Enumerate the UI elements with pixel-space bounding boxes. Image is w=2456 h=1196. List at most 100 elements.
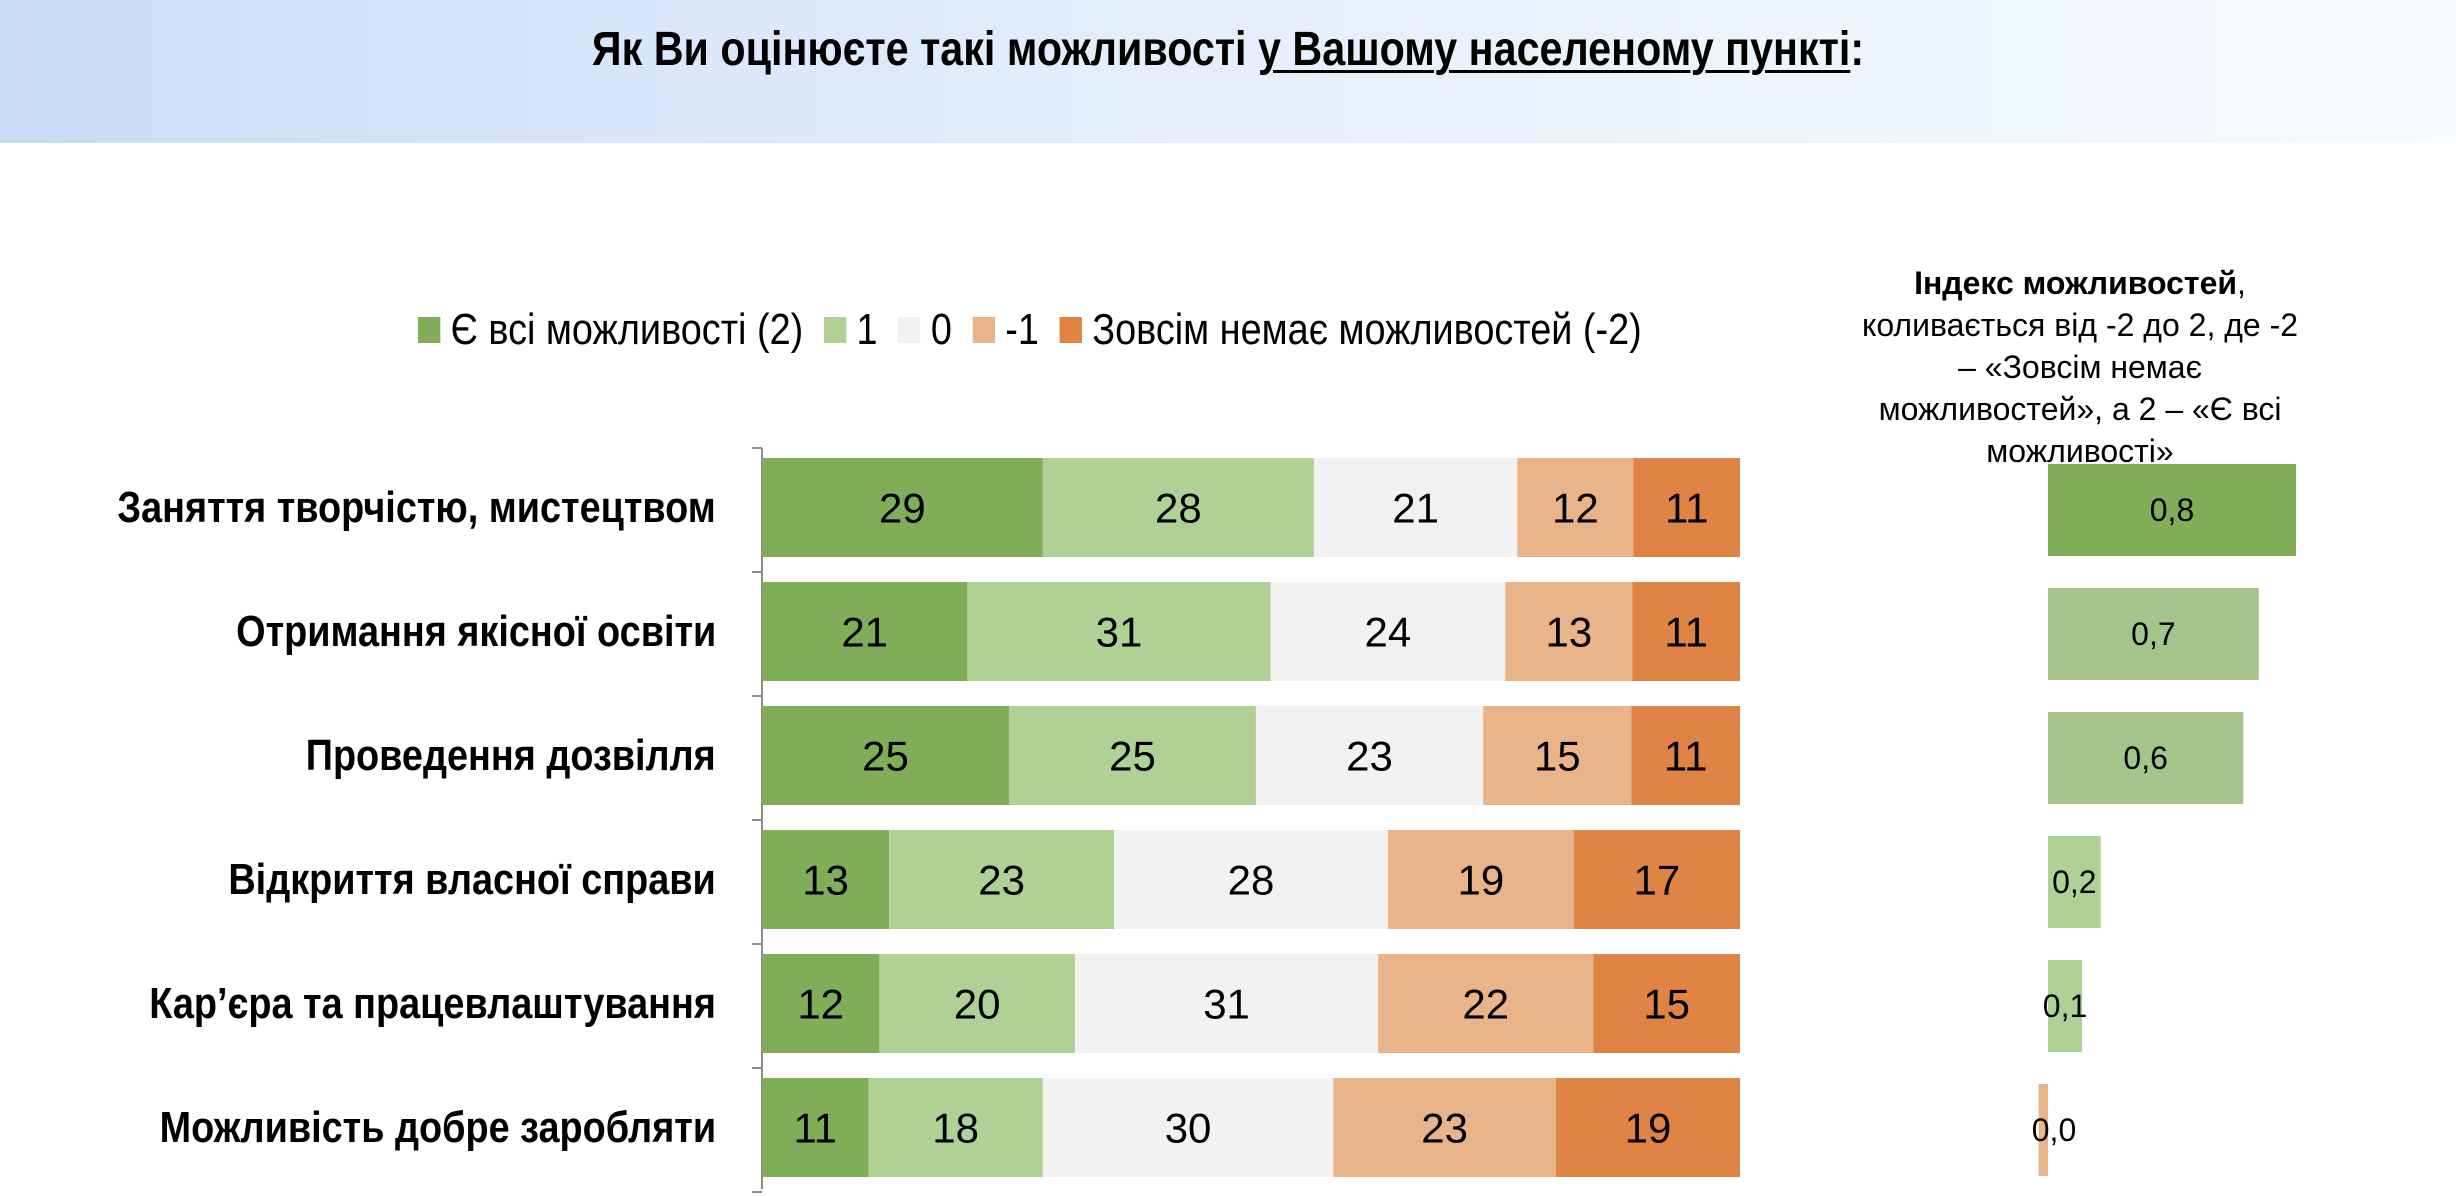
bar-value-label: 20 xyxy=(954,981,1001,1028)
index-title-rest: , коливається від -2 до 2, де -2 – «Зовс… xyxy=(1861,265,2299,469)
legend-item-1: 1 xyxy=(823,305,878,355)
category-label: Отримання якісної освіти xyxy=(235,606,716,656)
bar-segment xyxy=(1483,706,1632,805)
bar-value-label: 23 xyxy=(1421,1105,1468,1152)
bar-segment xyxy=(1517,458,1634,557)
index-value-label: 0,0 xyxy=(2032,1112,2076,1148)
bar-segment xyxy=(879,954,1075,1053)
bar-value-label: 12 xyxy=(1552,485,1599,532)
bar-value-label: 23 xyxy=(978,857,1025,904)
bar-value-label: 24 xyxy=(1365,609,1412,656)
legend-swatch xyxy=(898,317,921,343)
bar-segment xyxy=(1633,458,1740,557)
index-value-label: 0,6 xyxy=(2123,740,2167,776)
bar-segment xyxy=(1378,954,1594,1053)
index-bar xyxy=(2038,1084,2048,1176)
index-value-label: 0,7 xyxy=(2131,616,2175,652)
legend-swatch xyxy=(418,317,441,343)
bar-value-label: 13 xyxy=(802,857,849,904)
bar-value-label: 15 xyxy=(1643,981,1690,1028)
bar-value-label: 31 xyxy=(1096,609,1143,656)
bar-segment xyxy=(1556,1078,1740,1177)
bar-segment xyxy=(762,706,1009,805)
bar-value-label: 29 xyxy=(879,485,926,532)
legend-label: -1 xyxy=(1005,305,1039,354)
bar-segment xyxy=(1505,582,1633,681)
index-title-bold: Індекс можливостей xyxy=(1914,265,2238,301)
bar-segment xyxy=(1313,458,1518,557)
index-bar xyxy=(2048,960,2083,1052)
index-value-label: 0,1 xyxy=(2043,988,2087,1024)
bar-segment xyxy=(1114,830,1388,929)
bar-segment xyxy=(868,1078,1043,1177)
bar-value-label: 11 xyxy=(793,1105,837,1152)
bar-segment xyxy=(762,1078,869,1177)
bar-segment xyxy=(1333,1078,1557,1177)
category-label: Кар’єра та працевлаштування xyxy=(149,978,716,1028)
bar-value-label: 28 xyxy=(1155,485,1202,532)
legend-label: Є всі можливості (2) xyxy=(450,305,804,354)
legend-swatch xyxy=(823,317,847,343)
bar-segment xyxy=(1573,830,1740,929)
legend-item-2: 0 xyxy=(898,305,952,355)
index-bar xyxy=(2048,712,2244,804)
category-label: Можливість добре заробляти xyxy=(159,1102,716,1152)
bar-segment xyxy=(1631,706,1740,805)
bar-value-label: 30 xyxy=(1165,1105,1212,1152)
bar-value-label: 25 xyxy=(862,733,909,780)
header-banner xyxy=(0,0,2456,143)
index-bar xyxy=(2048,588,2259,680)
category-label: Проведення дозвілля xyxy=(306,730,716,780)
bar-value-label: 11 xyxy=(1665,485,1709,532)
bar-segment xyxy=(762,830,890,929)
bar-segment xyxy=(1074,954,1379,1053)
bar-value-label: 13 xyxy=(1545,609,1592,656)
bar-value-label: 23 xyxy=(1346,733,1393,780)
index-bar xyxy=(2048,464,2296,556)
bar-value-label: 15 xyxy=(1534,733,1581,780)
bar-value-label: 11 xyxy=(1664,609,1708,656)
legend-label: 1 xyxy=(856,305,878,354)
index-value-label: 0,2 xyxy=(2052,864,2096,900)
legend-label: 0 xyxy=(930,305,952,354)
legend-item-4: Зовсім немає можливостей (-2) xyxy=(1059,305,1642,355)
category-label: Відкриття власної справи xyxy=(228,854,716,904)
bar-segment xyxy=(1042,458,1314,557)
bar-value-label: 31 xyxy=(1203,981,1250,1028)
bar-value-label: 18 xyxy=(932,1105,979,1152)
index-bar xyxy=(2048,836,2101,928)
bar-value-label: 17 xyxy=(1634,857,1681,904)
legend-label: Зовсім немає можливостей (-2) xyxy=(1092,305,1642,354)
bar-segment xyxy=(1387,830,1574,929)
index-title: Індекс можливостей, коливається від -2 д… xyxy=(1860,262,2300,472)
bar-segment xyxy=(762,954,880,1053)
legend-swatch xyxy=(1059,317,1082,343)
legend-swatch xyxy=(972,317,995,343)
bar-segment xyxy=(762,458,1043,557)
bar-value-label: 28 xyxy=(1228,857,1275,904)
bar-value-label: 25 xyxy=(1109,733,1156,780)
bar-segment xyxy=(967,582,1271,681)
legend-item-0: Є всі можливості (2) xyxy=(418,305,803,355)
bar-segment xyxy=(762,582,968,681)
index-value-label: 0,8 xyxy=(2150,492,2194,528)
bar-segment xyxy=(889,830,1115,929)
bar-value-label: 19 xyxy=(1625,1105,1672,1152)
bar-value-label: 12 xyxy=(797,981,844,1028)
page-title: Як Ви оцінюєте такі можливості у Вашому … xyxy=(591,23,1865,76)
bar-value-label: 11 xyxy=(1664,733,1708,780)
bar-segment xyxy=(1632,582,1740,681)
chart-legend: Є всі можливості (2) 1 0 -1 Зовсім немає мож… xyxy=(418,302,1662,358)
bar-segment xyxy=(1270,582,1506,681)
bar-value-label: 19 xyxy=(1457,857,1504,904)
bar-segment xyxy=(1008,706,1256,805)
bar-value-label: 22 xyxy=(1462,981,1509,1028)
bar-segment xyxy=(1593,954,1740,1053)
bar-value-label: 21 xyxy=(1392,485,1439,532)
bar-segment xyxy=(1255,706,1484,805)
title-underlined: у Вашому населеному пункті xyxy=(1257,23,1851,76)
legend-item-3: -1 xyxy=(972,305,1039,355)
bar-segment xyxy=(1042,1078,1334,1177)
category-label: Заняття творчістю, мистецтвом xyxy=(117,482,716,532)
